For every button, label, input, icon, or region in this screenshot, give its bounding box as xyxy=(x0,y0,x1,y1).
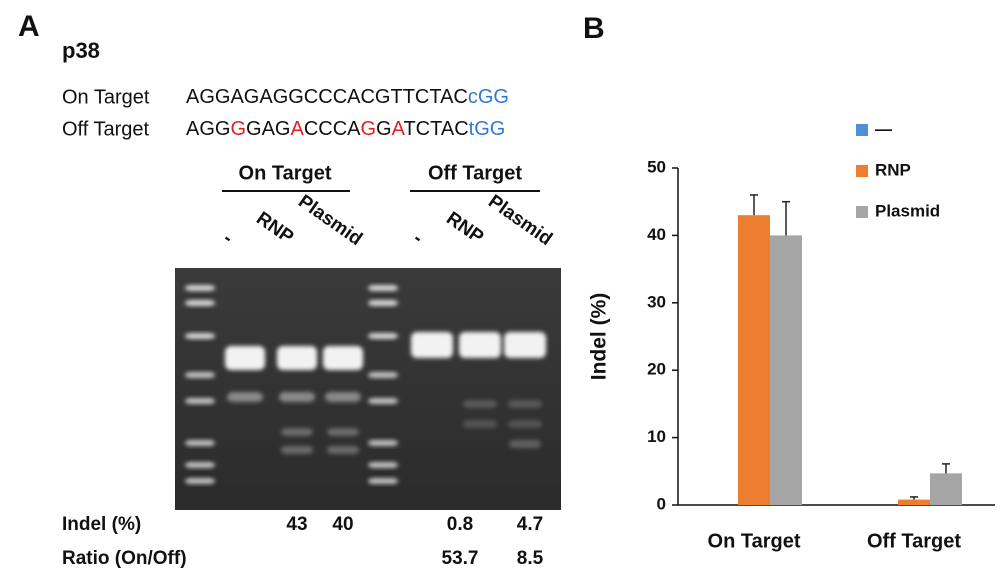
gel-bands xyxy=(185,285,546,484)
gel-group-label: On Target xyxy=(239,162,332,184)
gel-band xyxy=(185,372,215,378)
gel-band xyxy=(185,478,215,484)
legend-label: Plasmid xyxy=(875,201,940,220)
legend-swatch xyxy=(856,124,868,136)
gel-band xyxy=(368,300,398,306)
sequence-segment: A xyxy=(392,118,406,140)
legend-label: — xyxy=(875,119,892,138)
bar xyxy=(738,215,770,505)
gel-band xyxy=(323,346,363,370)
row-label: Ratio (On/Off) xyxy=(62,548,187,569)
gel-image xyxy=(175,268,561,510)
gel-band xyxy=(325,392,361,402)
gel-band xyxy=(368,333,398,339)
gel-band xyxy=(368,478,398,484)
row-value: 43 xyxy=(286,514,307,535)
gel-band xyxy=(225,346,265,370)
legend-swatch xyxy=(856,206,868,218)
row-value: 0.8 xyxy=(447,514,473,535)
lane-label: - xyxy=(219,228,236,249)
legend-label: RNP xyxy=(875,160,911,179)
sequence-segment: A xyxy=(290,118,304,140)
row-value: 40 xyxy=(332,514,353,535)
gel-band xyxy=(281,446,313,454)
y-tick-label: 50 xyxy=(647,157,666,176)
sequence-name: On Target xyxy=(62,86,150,108)
sequence-segment: tGG xyxy=(469,118,506,140)
y-tick-label: 20 xyxy=(647,360,666,379)
panel-label: B xyxy=(583,12,605,45)
x-tick-label: On Target xyxy=(708,530,801,552)
lane-label: RNP xyxy=(442,208,487,248)
gel-band xyxy=(185,285,215,291)
error-bar xyxy=(910,496,918,500)
y-tick-label: 0 xyxy=(657,494,666,513)
gel-band xyxy=(368,440,398,446)
sequence-segment: cGG xyxy=(468,86,509,108)
gel-group-label: Off Target xyxy=(428,162,522,184)
lane-label: Plasmid xyxy=(484,191,556,250)
gel-band xyxy=(509,440,541,448)
gel-band xyxy=(411,332,453,358)
gel-band xyxy=(508,420,542,428)
sequence-name: Off Target xyxy=(62,118,150,140)
gel-band xyxy=(504,332,546,358)
gel-band xyxy=(327,446,359,454)
lane-label: Plasmid xyxy=(294,191,366,250)
gel-band xyxy=(368,398,398,404)
gel-band xyxy=(185,398,215,404)
x-tick-label: Off Target xyxy=(867,530,961,552)
y-axis-label: Indel (%) xyxy=(588,293,611,381)
sequence-segment: AGGAGAGGCCCACGTTCTAC xyxy=(186,86,468,108)
bar xyxy=(930,473,962,505)
legend-swatch xyxy=(856,165,868,177)
gel-band xyxy=(279,392,315,402)
panel-label: A xyxy=(18,10,40,43)
lane-label: - xyxy=(409,228,426,249)
gel-band xyxy=(185,333,215,339)
sequence-segment: AGG xyxy=(186,118,230,140)
error-bar xyxy=(942,463,950,474)
gel-band xyxy=(459,332,501,358)
gel-band xyxy=(185,300,215,306)
bar xyxy=(898,499,930,505)
gel-band xyxy=(185,462,215,468)
row-value: 4.7 xyxy=(517,514,543,535)
sequence-segment: GAG xyxy=(246,118,290,140)
bar xyxy=(770,235,802,505)
sequence: AGGGGAGACCCAGGATCTACtGG xyxy=(186,118,505,140)
sequence-segment: G xyxy=(230,118,246,140)
lane-label: RNP xyxy=(252,208,297,248)
row-label: Indel (%) xyxy=(62,514,141,535)
error-bar xyxy=(782,200,790,236)
sequence-segment: G xyxy=(376,118,392,140)
row-value: 53.7 xyxy=(442,548,479,569)
gel-band xyxy=(281,428,313,436)
gel-band xyxy=(368,372,398,378)
gel-band xyxy=(227,392,263,402)
sequence-segment: CCCA xyxy=(304,118,361,140)
gel-band xyxy=(327,428,359,436)
gel-band xyxy=(368,285,398,291)
sequence-segment: G xyxy=(360,118,376,140)
error-bar xyxy=(750,194,758,216)
y-tick-label: 40 xyxy=(647,225,666,244)
gel-band xyxy=(463,400,497,408)
row-value: 8.5 xyxy=(517,548,544,569)
gel-band xyxy=(277,346,317,370)
gel-band xyxy=(463,420,497,428)
gel-band xyxy=(185,440,215,446)
y-tick-label: 30 xyxy=(647,292,666,311)
sequence: AGGAGAGGCCCACGTTCTACcGG xyxy=(186,86,509,108)
gel-band xyxy=(508,400,542,408)
gene-name: p38 xyxy=(62,38,100,63)
sequence-segment: TCTAC xyxy=(403,118,468,140)
gel-band xyxy=(368,462,398,468)
y-tick-label: 10 xyxy=(647,427,666,446)
